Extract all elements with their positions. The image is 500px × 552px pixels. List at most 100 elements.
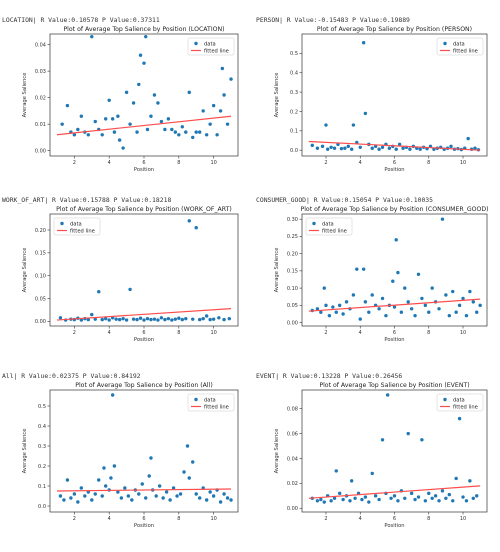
data-point [475,494,479,498]
legend-box [436,37,484,56]
legend-data-marker [443,41,447,46]
data-point [413,497,417,502]
x-tick-label: 2 [73,330,76,336]
legend-data-label: data [453,41,465,47]
data-point [435,146,440,150]
y-tick-label: 0.08 [287,406,298,412]
data-point [211,494,216,498]
data-point [396,499,400,503]
data-point [168,498,172,502]
y-tick-label: 0.10 [35,274,46,280]
data-point [156,101,160,105]
x-tick-label: 4 [108,160,111,166]
data-point [439,145,443,149]
data-point [310,143,314,148]
data-point [182,470,186,474]
legend-data-marker [312,221,316,226]
data-point [171,486,176,490]
data-point [461,495,465,499]
data-point [319,497,323,502]
data-point [102,466,106,470]
data-point [175,494,179,498]
y-tick-label: 0.20 [35,228,46,234]
x-axis-label: Position [384,337,404,343]
data-point [142,61,146,65]
data-point [348,307,352,311]
data-point [204,133,209,137]
data-point [452,147,457,151]
y-axis-label: Average Salience [274,73,280,118]
data-point [187,90,191,95]
data-point [217,316,221,320]
legend-data-marker [194,41,198,46]
y-tick-label: 0.5 [290,51,298,57]
data-point [356,491,361,496]
data-point [126,494,131,498]
y-tick-label: 0.0 [38,504,46,510]
data-point [152,93,157,97]
x-tick-label: 10 [460,516,466,522]
data-point [187,476,191,480]
data-point [65,478,70,482]
data-point [344,494,349,498]
data-point [370,146,374,150]
data-point [367,500,371,504]
data-point [430,286,434,290]
data-point [208,490,212,494]
x-tick-label: 4 [359,160,362,166]
data-point [454,476,458,481]
data-point [124,90,129,95]
data-point [218,500,223,504]
data-point [201,316,205,321]
data-point [130,498,134,502]
data-point [222,93,226,97]
x-tick-label: 8 [177,330,180,336]
data-point [119,496,124,500]
legend-data-label: data [204,397,216,403]
data-point [415,146,419,150]
data-point [392,494,397,498]
data-point [149,114,153,118]
legend-data-label: data [322,221,334,227]
data-point [204,498,209,502]
data-point [147,474,151,478]
x-tick-label: 6 [142,330,145,336]
data-point [166,316,171,321]
data-point [437,307,441,311]
data-point [170,127,174,132]
y-tick-label: 0.00 [35,148,46,154]
data-point [137,82,141,87]
data-point [399,489,404,493]
data-point [463,146,467,150]
data-point [433,300,438,304]
data-point [86,490,90,494]
x-tick-label: 4 [108,330,111,336]
data-point [76,500,80,504]
data-point [112,464,117,468]
data-point [191,460,195,464]
y-axis-label: Average Salience [22,73,28,118]
data-point [380,296,385,301]
data-point [191,317,195,321]
data-point [229,498,233,502]
data-point [384,142,388,147]
y-tick-label: 0.06 [287,431,298,437]
data-point [117,317,122,322]
data-point [184,316,188,321]
data-point [329,499,333,503]
x-tick-label: 4 [359,330,362,336]
data-point [157,484,162,488]
x-tick-label: 10 [210,516,216,522]
data-point [121,316,125,321]
data-point [65,103,70,108]
data-point [170,318,174,322]
legend-box [305,217,353,236]
data-point [343,146,347,150]
data-point [79,114,84,118]
data-point [107,488,111,492]
data-point [469,147,474,151]
data-point [416,495,421,499]
data-point [107,98,111,103]
x-tick-label: 6 [142,160,145,166]
